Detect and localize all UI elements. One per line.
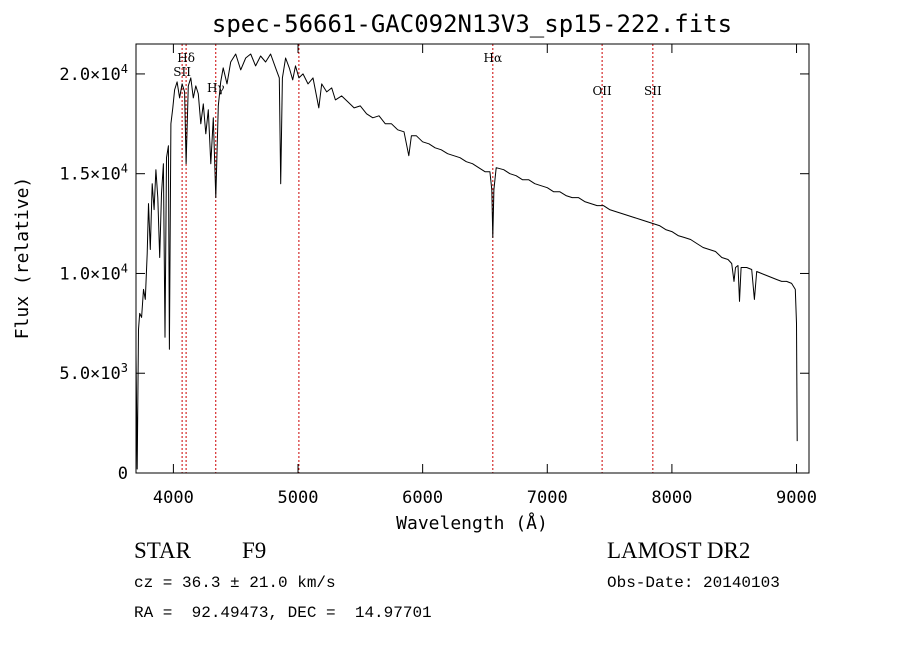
plot-frame [135,43,810,474]
marker-label: SII [644,84,662,98]
y-tick-label: 1.5×104 [59,162,128,185]
x-axis-ticks: 4000 5000 6000 7000 8000 9000 [153,44,817,508]
y-tick-label: 1.0×104 [59,261,128,284]
chart-title: spec-56661-GAC092N13V3_sp15-222.fits [212,10,732,38]
object-class: STAR [134,538,191,563]
marker-label: Hδ [177,51,195,65]
survey-name: LAMOST DR2 [607,538,751,563]
x-tick-label: 6000 [402,488,443,508]
marker-label: SII [173,65,191,79]
x-tick-label: 5000 [278,488,319,508]
marker-label: Hγ [207,81,225,95]
coordinates-text: RA = 92.49473, DEC = 14.97701 [134,604,432,622]
y-tick-label: 2.0×104 [59,62,128,85]
emission-line-markers [181,44,654,473]
spectrum-line [135,53,798,470]
marker-label: OII [592,84,612,98]
marker-label: Hα [484,51,503,65]
y-tick-label: 5.0×103 [59,361,128,384]
y-tick-label: 0 [118,464,128,484]
obs-date-text: Obs-Date: 20140103 [607,574,780,592]
x-tick-label: 4000 [153,488,194,508]
y-axis-ticks: 0 5.0×103 1.0×104 1.5×104 2.0×104 [59,62,809,484]
x-tick-label: 8000 [651,488,692,508]
y-axis-label: Flux (relative) [12,177,33,340]
x-tick-label: 7000 [527,488,568,508]
object-subclass: F9 [242,538,267,563]
redshift-text: cz = 36.3 ± 21.0 km/s [134,574,336,592]
x-tick-label: 9000 [776,488,817,508]
x-axis-label: Wavelength (Å) [396,512,548,534]
